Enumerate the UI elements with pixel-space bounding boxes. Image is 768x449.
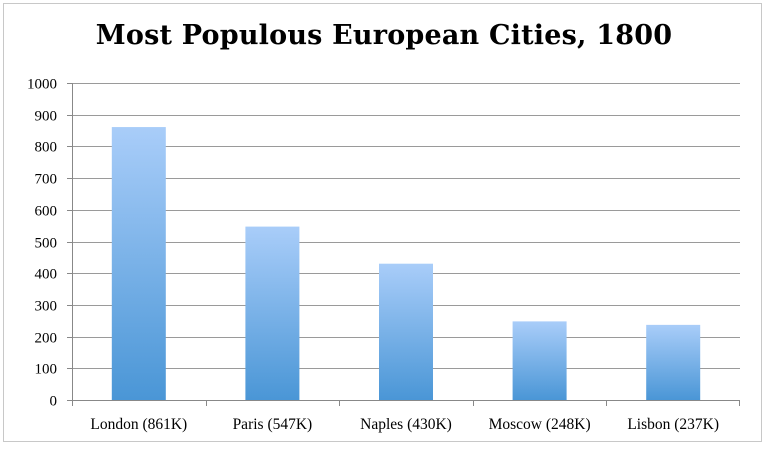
y-tick-labels: 0 100 200 300 400 500 600 700 800 900 1000 <box>27 77 57 410</box>
x-category-label: Moscow (248K) <box>489 416 591 433</box>
x-category-label: London (861K) <box>90 416 187 433</box>
y-tick-label: 1000 <box>27 77 57 93</box>
bar <box>111 127 166 401</box>
bar <box>245 226 300 400</box>
chart-title: Most Populous European Cities, 1800 <box>95 20 673 51</box>
bar <box>379 263 433 400</box>
x-category-label: Lisbon (237K) <box>627 416 719 433</box>
y-tick-label: 0 <box>50 394 58 410</box>
y-tick-label: 200 <box>35 331 58 347</box>
y-tick-label: 700 <box>35 172 58 188</box>
y-tick-label: 600 <box>35 204 58 220</box>
y-tick-label: 900 <box>35 109 58 125</box>
axes <box>67 83 740 406</box>
bar <box>512 321 567 400</box>
bar <box>646 324 701 400</box>
y-tick-label: 500 <box>35 236 58 252</box>
x-category-label: Paris (547K) <box>233 416 313 433</box>
x-category-label: Naples (430K) <box>360 416 452 433</box>
x-category-labels: London (861K) Paris (547K) Naples (430K) Mo… <box>90 416 719 433</box>
y-tick-label: 100 <box>35 362 58 378</box>
y-tick-label: 300 <box>35 299 58 315</box>
bars <box>111 127 701 401</box>
y-tick-label: 400 <box>35 267 58 283</box>
y-tick-label: 800 <box>35 140 58 156</box>
